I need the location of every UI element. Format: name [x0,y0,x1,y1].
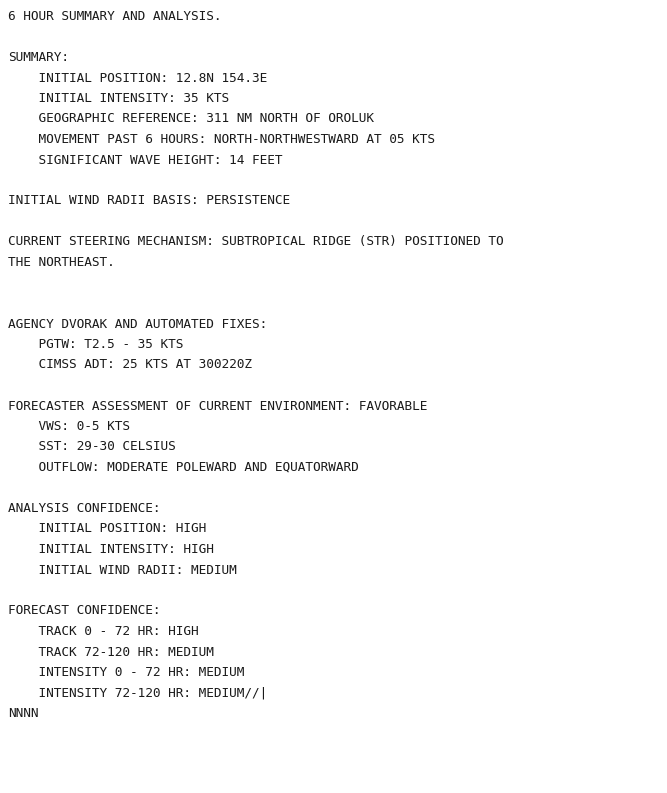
Text: ANALYSIS CONFIDENCE:: ANALYSIS CONFIDENCE: [8,502,161,515]
Text: GEOGRAPHIC REFERENCE: 311 NM NORTH OF OROLUK: GEOGRAPHIC REFERENCE: 311 NM NORTH OF OR… [8,113,374,125]
Text: CURRENT STEERING MECHANISM: SUBTROPICAL RIDGE (STR) POSITIONED TO: CURRENT STEERING MECHANISM: SUBTROPICAL … [8,236,504,248]
Text: TRACK 72-120 HR: MEDIUM: TRACK 72-120 HR: MEDIUM [8,646,214,658]
Text: SST: 29-30 CELSIUS: SST: 29-30 CELSIUS [8,440,175,454]
Text: TRACK 0 - 72 HR: HIGH: TRACK 0 - 72 HR: HIGH [8,625,199,638]
Text: SIGNIFICANT WAVE HEIGHT: 14 FEET: SIGNIFICANT WAVE HEIGHT: 14 FEET [8,154,283,167]
Text: AGENCY DVORAK AND AUTOMATED FIXES:: AGENCY DVORAK AND AUTOMATED FIXES: [8,317,267,331]
Text: FORECAST CONFIDENCE:: FORECAST CONFIDENCE: [8,604,161,618]
Text: OUTFLOW: MODERATE POLEWARD AND EQUATORWARD: OUTFLOW: MODERATE POLEWARD AND EQUATORWA… [8,461,359,474]
Text: INTENSITY 72-120 HR: MEDIUM//|: INTENSITY 72-120 HR: MEDIUM//| [8,687,267,699]
Text: INITIAL POSITION: HIGH: INITIAL POSITION: HIGH [8,523,206,535]
Text: INITIAL POSITION: 12.8N 154.3E: INITIAL POSITION: 12.8N 154.3E [8,71,267,85]
Text: MOVEMENT PAST 6 HOURS: NORTH-NORTHWESTWARD AT 05 KTS: MOVEMENT PAST 6 HOURS: NORTH-NORTHWESTWA… [8,133,435,146]
Text: INTENSITY 0 - 72 HR: MEDIUM: INTENSITY 0 - 72 HR: MEDIUM [8,666,244,679]
Text: FORECASTER ASSESSMENT OF CURRENT ENVIRONMENT: FAVORABLE: FORECASTER ASSESSMENT OF CURRENT ENVIRON… [8,400,428,412]
Text: INITIAL INTENSITY: HIGH: INITIAL INTENSITY: HIGH [8,543,214,556]
Text: INITIAL WIND RADII BASIS: PERSISTENCE: INITIAL WIND RADII BASIS: PERSISTENCE [8,194,290,208]
Text: SUMMARY:: SUMMARY: [8,51,69,64]
Text: NNNN: NNNN [8,707,39,720]
Text: INITIAL WIND RADII: MEDIUM: INITIAL WIND RADII: MEDIUM [8,564,237,577]
Text: INITIAL INTENSITY: 35 KTS: INITIAL INTENSITY: 35 KTS [8,92,229,105]
Text: CIMSS ADT: 25 KTS AT 300220Z: CIMSS ADT: 25 KTS AT 300220Z [8,358,252,371]
Text: 6 HOUR SUMMARY AND ANALYSIS.: 6 HOUR SUMMARY AND ANALYSIS. [8,10,221,23]
Text: VWS: 0-5 KTS: VWS: 0-5 KTS [8,420,130,433]
Text: THE NORTHEAST.: THE NORTHEAST. [8,256,115,269]
Text: PGTW: T2.5 - 35 KTS: PGTW: T2.5 - 35 KTS [8,338,183,351]
